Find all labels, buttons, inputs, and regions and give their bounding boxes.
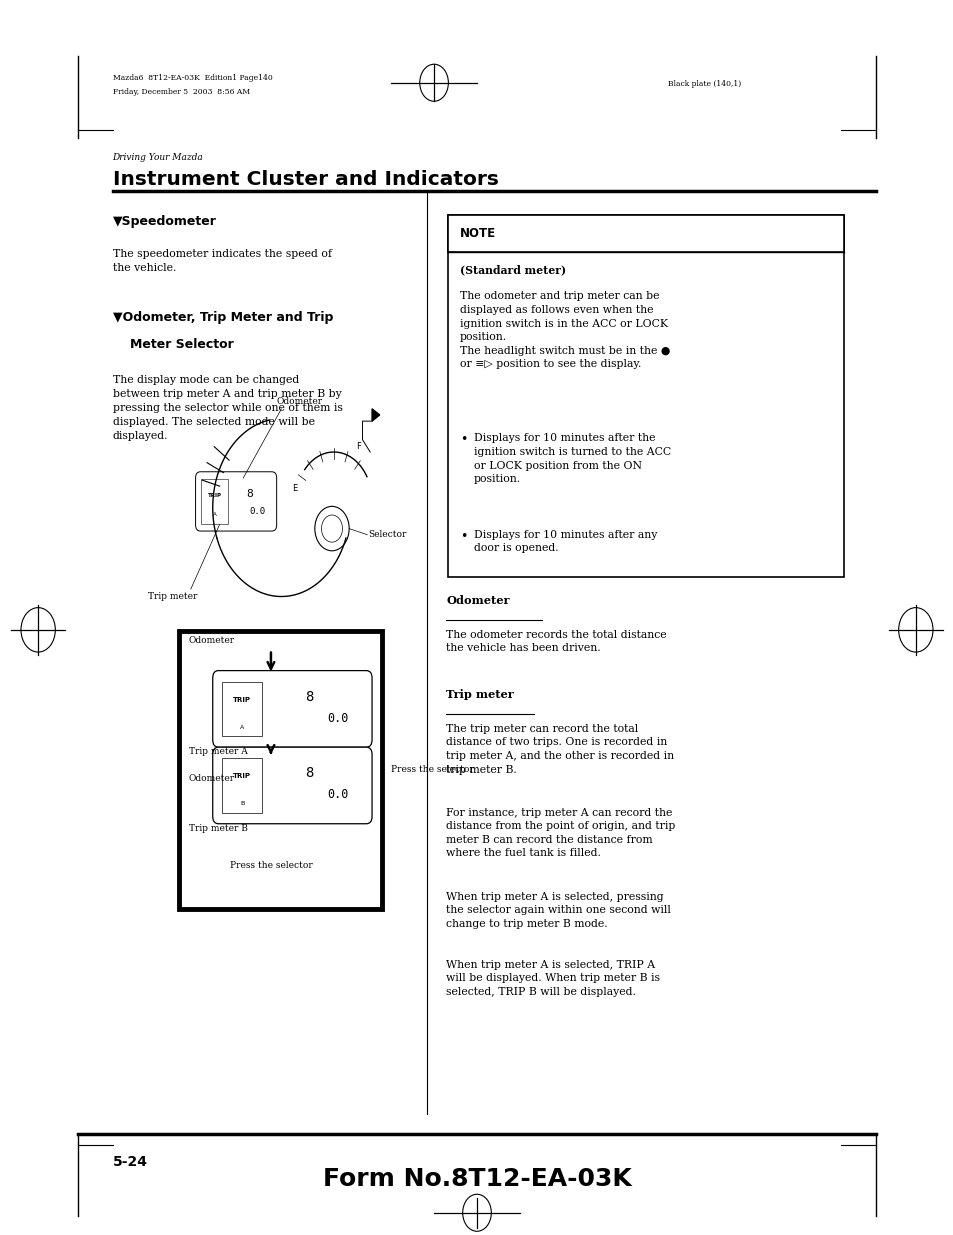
Text: 8: 8 (305, 689, 313, 704)
Text: Mazda6  8T12-EA-03K  Edition1 Page140: Mazda6 8T12-EA-03K Edition1 Page140 (112, 74, 272, 82)
Text: The trip meter can record the total
distance of two trips. One is recorded in
tr: The trip meter can record the total dist… (446, 724, 674, 774)
FancyBboxPatch shape (195, 472, 276, 531)
Text: (Standard meter): (Standard meter) (459, 264, 565, 275)
Text: 0.0: 0.0 (327, 788, 348, 802)
Bar (448, 215, 843, 577)
Bar (222, 682, 262, 736)
Text: Instrument Cluster and Indicators: Instrument Cluster and Indicators (112, 170, 497, 189)
Text: Odometer: Odometer (189, 774, 234, 783)
Text: The odometer records the total distance
the vehicle has been driven.: The odometer records the total distance … (446, 630, 666, 653)
Text: TRIP: TRIP (208, 493, 221, 498)
Text: 8: 8 (305, 766, 313, 781)
Text: TRIP: TRIP (233, 697, 251, 703)
Text: ▼Odometer, Trip Meter and Trip: ▼Odometer, Trip Meter and Trip (112, 311, 333, 325)
Bar (222, 758, 262, 813)
Text: Displays for 10 minutes after any
door is opened.: Displays for 10 minutes after any door i… (474, 530, 657, 553)
Text: B: B (240, 802, 244, 806)
Text: 5-24: 5-24 (112, 1155, 148, 1168)
Polygon shape (372, 409, 379, 421)
Bar (201, 479, 228, 524)
Text: Press the selector: Press the selector (230, 861, 312, 871)
Text: A: A (213, 513, 216, 517)
Text: For instance, trip meter A can record the
distance from the point of origin, and: For instance, trip meter A can record th… (446, 808, 675, 858)
Text: Black plate (140,1): Black plate (140,1) (667, 80, 740, 88)
Text: Odometer: Odometer (446, 595, 510, 606)
Text: NOTE: NOTE (459, 227, 496, 240)
Text: Press the selector: Press the selector (391, 764, 474, 774)
Text: Odometer: Odometer (189, 636, 234, 645)
Text: •: • (459, 433, 467, 447)
Text: Trip meter B: Trip meter B (189, 824, 248, 832)
Text: •: • (459, 530, 467, 543)
Text: When trip meter A is selected, TRIP A
will be displayed. When trip meter B is
se: When trip meter A is selected, TRIP A wi… (446, 960, 659, 997)
Text: When trip meter A is selected, pressing
the selector again within one second wil: When trip meter A is selected, pressing … (446, 892, 671, 929)
FancyBboxPatch shape (213, 671, 372, 747)
Text: The display mode can be changed
between trip meter A and trip meter B by
pressin: The display mode can be changed between … (112, 375, 342, 441)
Text: The speedometer indicates the speed of
the vehicle.: The speedometer indicates the speed of t… (112, 249, 332, 273)
Text: Selector: Selector (368, 530, 406, 540)
Text: The odometer and trip meter can be
displayed as follows even when the
ignition s: The odometer and trip meter can be displ… (459, 291, 670, 369)
Text: 0.0: 0.0 (327, 711, 348, 725)
Text: Trip meter A: Trip meter A (189, 747, 248, 756)
Bar (448, 215, 843, 252)
Text: Trip meter: Trip meter (446, 689, 514, 700)
Text: A: A (240, 725, 244, 730)
Text: 0.0: 0.0 (250, 508, 265, 516)
Text: Meter Selector: Meter Selector (130, 338, 233, 352)
Text: E: E (292, 484, 296, 493)
Text: Trip meter: Trip meter (148, 592, 197, 600)
Text: Odometer: Odometer (276, 398, 322, 406)
Text: 8: 8 (246, 489, 253, 499)
Text: TRIP: TRIP (233, 773, 251, 779)
Bar (179, 631, 381, 909)
Text: Driving Your Mazda: Driving Your Mazda (112, 153, 203, 162)
Text: F: F (355, 442, 360, 451)
Text: Form No.8T12-EA-03K: Form No.8T12-EA-03K (322, 1167, 631, 1192)
Text: ▼Speedometer: ▼Speedometer (112, 215, 216, 228)
Text: Friday, December 5  2003  8:56 AM: Friday, December 5 2003 8:56 AM (112, 88, 250, 95)
FancyBboxPatch shape (213, 747, 372, 824)
Text: Displays for 10 minutes after the
ignition switch is turned to the ACC
or LOCK p: Displays for 10 minutes after the igniti… (474, 433, 671, 484)
